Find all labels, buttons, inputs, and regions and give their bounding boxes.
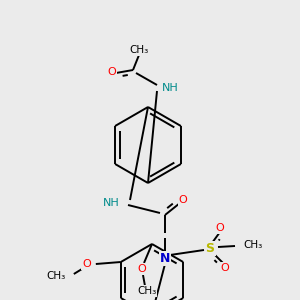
Text: CH₃: CH₃: [46, 271, 66, 281]
Text: CH₃: CH₃: [137, 286, 157, 296]
Text: NH: NH: [162, 83, 179, 93]
Text: N: N: [160, 251, 170, 265]
Text: O: O: [220, 263, 230, 273]
Text: CH₃: CH₃: [129, 45, 148, 55]
Text: CH₃: CH₃: [243, 240, 262, 250]
Text: O: O: [82, 259, 91, 269]
Text: NH: NH: [103, 198, 120, 208]
Text: O: O: [108, 67, 116, 77]
Text: O: O: [138, 264, 146, 274]
Text: O: O: [216, 223, 224, 233]
Text: O: O: [178, 195, 188, 205]
Text: S: S: [206, 242, 214, 254]
